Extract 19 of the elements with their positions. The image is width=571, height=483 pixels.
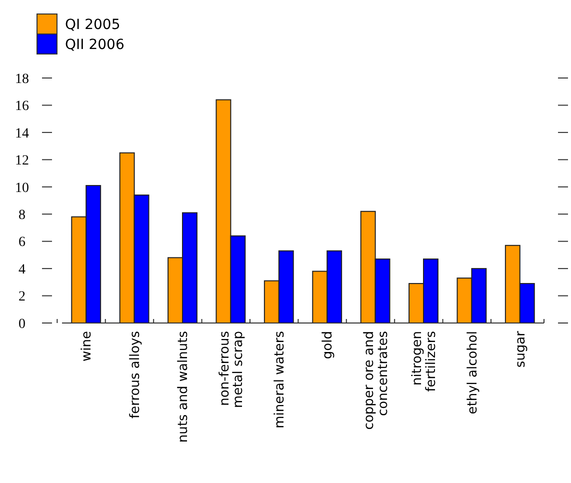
x-tick-label: gold bbox=[320, 331, 336, 360]
y-tick-label: 16 bbox=[15, 99, 29, 114]
legend-label: QII 2006 bbox=[65, 36, 124, 53]
x-tick-label: nuts and walnuts bbox=[176, 330, 192, 443]
x-tick-label: mineral waters bbox=[272, 330, 288, 428]
x-tick-label: ethyl alcohol bbox=[465, 331, 480, 414]
y-tick-label: 6 bbox=[18, 235, 26, 250]
legend-label: QI 2005 bbox=[65, 16, 120, 33]
y-tick-label: 18 bbox=[15, 72, 29, 87]
y-tick-label: 12 bbox=[15, 154, 29, 169]
y-tick-label: 10 bbox=[15, 180, 29, 196]
x-tick-label: ferrous alloys bbox=[128, 330, 143, 418]
y-tick-label: 14 bbox=[15, 126, 29, 142]
y-tick-label: 4 bbox=[18, 262, 26, 278]
y-tick-label: 0 bbox=[18, 316, 26, 332]
x-tick-label: wine bbox=[80, 331, 95, 362]
y-tick-label: 8 bbox=[18, 208, 26, 224]
y-tick-label: 2 bbox=[18, 290, 26, 305]
x-tick-label: sugar bbox=[513, 330, 528, 368]
